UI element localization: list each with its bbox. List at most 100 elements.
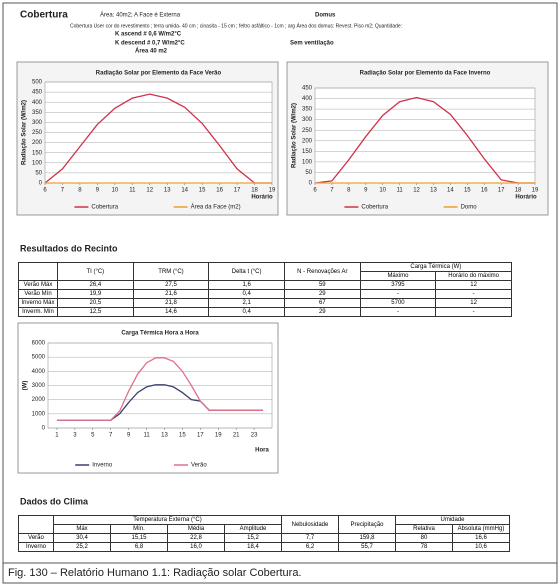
table-cell: 25,2 [53, 542, 111, 552]
x-tick-label: 23 [251, 433, 258, 439]
table-cell: 7,7 [281, 533, 339, 543]
table-cell: - [435, 289, 512, 299]
table-cell: Verão [18, 533, 54, 543]
table-cell: 59 [283, 280, 361, 290]
table-cell: Inverno [18, 542, 54, 552]
table-cell: 67 [283, 298, 361, 308]
x-tick-label: 13 [430, 188, 437, 194]
table-cell: - [359, 307, 437, 317]
x-tick-label: 18 [515, 188, 522, 194]
table-cell: 12,5 [57, 307, 134, 317]
table-cell: 55,7 [338, 542, 396, 552]
x-tick-label: 16 [216, 188, 223, 194]
table-row: Máx Mín. Média Amplitude Relativa Absoluta (m… [19, 524, 510, 534]
table-cell: Mín. [110, 524, 168, 534]
table-cell: 5700 [359, 298, 437, 308]
x-tick-label: 17 [498, 188, 505, 194]
x-tick-label: 9 [96, 188, 100, 194]
y-axis-label: Radiação Solar (W/m2) [22, 100, 28, 165]
plot-area [314, 87, 536, 184]
x-tick-label: 11 [396, 188, 403, 194]
empty-cell [18, 262, 58, 281]
y-tick-label: 50 [305, 170, 312, 176]
x-tick-label: 8 [347, 188, 351, 194]
y-tick-label: 1000 [32, 411, 46, 417]
y-tick-label: 450 [32, 90, 43, 96]
y-tick-label: 4000 [32, 369, 46, 375]
x-tick-label: 6 [313, 188, 317, 194]
chart-title: Carga Térmica Hora a Hora [121, 331, 199, 337]
table-cell: 15,2 [224, 533, 282, 543]
x-tick-label: 3 [73, 433, 77, 439]
table-cell: Carga Térmica (W) [359, 262, 513, 272]
empty-cell [18, 515, 54, 534]
x-tick-label: 7 [330, 188, 334, 194]
legend-label: Cobertura [91, 205, 118, 211]
x-tick-label: 19 [532, 188, 539, 194]
table-cell: 6,2 [281, 542, 339, 552]
legend-label: Domo [461, 205, 478, 211]
y-tick-label: 250 [302, 128, 313, 134]
x-tick-label: 1 [55, 433, 59, 439]
x-tick-label: 9 [127, 433, 131, 439]
x-tick-label: 11 [143, 433, 150, 439]
table-cell: 159,8 [338, 533, 396, 543]
y-tick-label: 100 [32, 160, 43, 166]
y-axis-label: Radiação Solar (W/m2) [292, 103, 298, 168]
table-cell: - [359, 289, 437, 299]
series-line [56, 357, 264, 421]
x-axis-label: Horário [515, 195, 537, 201]
table-row: Inverno 25,2 6,8 16,0 18,4 6,2 55,7 78 10,6 [18, 542, 510, 552]
legend-label: Área da Face (m2) [191, 204, 241, 211]
table-cell: 26,4 [57, 280, 134, 290]
x-tick-label: 6 [43, 188, 47, 194]
x-tick-label: 13 [164, 188, 171, 194]
table-cell: 29 [283, 307, 361, 317]
table-row: Temperatura Externa (°C) Nebulosidade Prec… [18, 515, 510, 534]
domus: Domus [315, 13, 336, 19]
section-title: Cobertura [20, 10, 68, 21]
y-tick-label: 350 [32, 110, 43, 116]
x-tick-label: 16 [481, 188, 488, 194]
table-cell: 12 [435, 280, 512, 290]
table-cell: 80 [395, 533, 453, 543]
k-descend: K descend # 0,7 W/m2°C [115, 41, 185, 47]
x-tick-label: 17 [197, 433, 204, 439]
k-ascend: K ascend # 0,6 W/m2°C [115, 32, 182, 38]
table-cell: 29 [283, 289, 361, 299]
x-tick-label: 9 [364, 188, 368, 194]
table-cell: Relativa [395, 524, 453, 534]
x-tick-label: 14 [447, 188, 454, 194]
table-cell: 78 [395, 542, 453, 552]
table-cell: 0,4 [208, 289, 285, 299]
table-cell: Verão Máx [18, 280, 58, 290]
table-row: Inverno Máx 20,5 21,8 2,1 67 5700 12 [18, 298, 512, 308]
y-tick-label: 3000 [32, 383, 46, 389]
y-tick-label: 300 [32, 120, 43, 126]
table-cell: 12 [435, 298, 512, 308]
table-cell: 21,6 [132, 289, 210, 299]
table-cell: 15,15 [110, 533, 168, 543]
table-cell: Umidade [395, 515, 510, 525]
table-cell: Delta t (°C) [208, 262, 285, 281]
area-face: Área: 40m2; A Face é Externa [100, 12, 181, 19]
results-table: TI (°C) TRM (°C) Delta t (°C) N - Renovaçõe… [18, 262, 513, 317]
chart-title: Radiação Solar por Elemento da Face Verã… [96, 71, 222, 77]
x-tick-label: 5 [91, 433, 95, 439]
x-tick-label: 11 [129, 188, 136, 194]
y-tick-label: 400 [32, 100, 43, 106]
caption: Fig. 130 – Relatório Humano 1.1: Radiaçã… [8, 567, 302, 579]
legend-label: Cobertura [361, 205, 388, 211]
table-cell: 16,0 [167, 542, 225, 552]
y-tick-label: 50 [35, 170, 42, 176]
table-cell: 22,8 [167, 533, 225, 543]
ventilation: Sem ventilação [290, 41, 334, 47]
table-cell: - [435, 307, 512, 317]
table-cell: Horário do máximo [435, 271, 512, 281]
results-title: Resultados do Recinto [20, 243, 118, 253]
table-cell: Absoluta (mmHg) [452, 524, 510, 534]
x-tick-label: 15 [179, 433, 186, 439]
x-tick-label: 7 [61, 188, 65, 194]
x-tick-label: 18 [251, 188, 258, 194]
x-tick-label: 13 [161, 433, 168, 439]
